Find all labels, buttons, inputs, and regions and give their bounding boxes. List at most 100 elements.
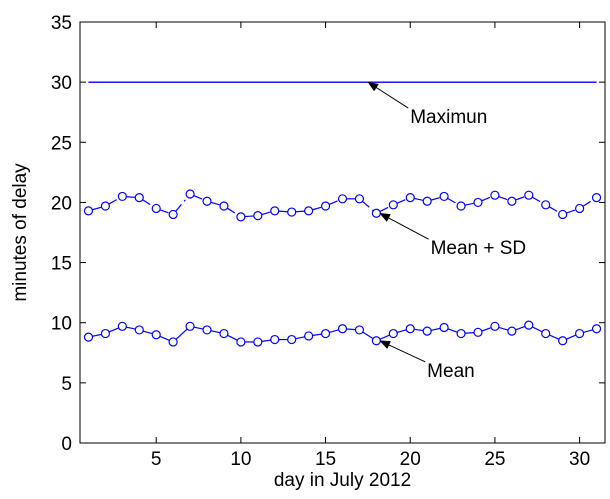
series-line-segment: [210, 201, 221, 206]
series-line-segment: [396, 329, 407, 334]
data-point: [236, 337, 246, 347]
series-line-segment: [515, 325, 526, 331]
data-point: [558, 209, 568, 220]
series-line-segment: [532, 326, 543, 333]
series-line-segment: [481, 196, 492, 202]
data-point: [253, 211, 263, 221]
data-point: [236, 212, 246, 222]
annotation-label: Mean: [427, 361, 475, 382]
series-line-segment: [566, 209, 577, 214]
data-point: [456, 328, 466, 339]
data-point: [405, 324, 415, 334]
series-line-segment: [396, 198, 407, 204]
data-point: [83, 332, 94, 342]
annotation-arrow-head: [379, 340, 391, 350]
series-line-segment: [312, 333, 322, 336]
series-line-segment: [159, 209, 170, 214]
data-point: [541, 328, 551, 339]
series-line-segment: [582, 199, 594, 207]
series-line-segment: [430, 327, 441, 331]
y-tick-label: 30: [51, 73, 72, 94]
y-tick-label: 35: [51, 13, 72, 34]
data-point: [168, 209, 178, 220]
annotation-mean-plus-sd: Mean + SD: [379, 212, 526, 259]
series-line-segment: [261, 211, 272, 216]
series-line-segment: [583, 329, 593, 334]
x-tick-label: 5: [151, 449, 162, 470]
series-line-segment: [481, 327, 492, 332]
data-point: [439, 191, 449, 202]
series-line-segment: [193, 326, 204, 330]
x-tick-label: 15: [315, 449, 336, 470]
series-line-segment: [142, 199, 154, 207]
x-tick-label: 30: [569, 449, 590, 470]
series-line-segment: [329, 329, 339, 334]
series-line-segment: [227, 334, 238, 341]
data-point: [83, 206, 94, 216]
data-point: [337, 194, 348, 204]
annotation-arrow-shaft: [388, 217, 429, 240]
data-point: [100, 201, 111, 211]
data-point: [558, 336, 568, 346]
series-line-segment: [295, 336, 305, 340]
series-line-segment: [92, 333, 102, 337]
series-line-segment: [566, 334, 577, 340]
data-point: [405, 193, 415, 203]
series-line-segment: [464, 332, 475, 334]
data-point: [134, 193, 144, 203]
annotation-label: Maximun: [410, 107, 487, 128]
annotation-maximum: Maximun: [367, 81, 487, 128]
data-point: [422, 326, 432, 336]
data-point: [202, 325, 212, 335]
data-point: [439, 322, 449, 333]
y-tick-label: 20: [51, 193, 72, 214]
data-point: [168, 337, 178, 347]
series-line-segment: [362, 200, 374, 212]
data-point: [287, 207, 297, 217]
y-tick-label: 10: [51, 314, 72, 335]
data-point: [270, 206, 280, 216]
data-point: [304, 331, 314, 341]
data-point: [473, 327, 483, 337]
series-line-segment: [142, 330, 153, 335]
series-line-segment: [447, 328, 458, 333]
series-line-segment: [430, 196, 441, 201]
y-tick-label: 25: [51, 133, 72, 154]
series-line-segment: [549, 334, 560, 340]
data-point: [490, 321, 500, 331]
series-line-segment: [278, 210, 288, 213]
series-line-segment: [464, 202, 475, 206]
plot-frame: [79, 21, 606, 444]
series-line-segment: [108, 197, 120, 205]
data-point: [524, 190, 534, 200]
series-line-segment: [447, 197, 458, 205]
series-line-segment: [414, 328, 424, 332]
data-point: [202, 196, 212, 206]
data-point: [320, 328, 331, 339]
series-line-segment: [159, 335, 170, 341]
data-point: [507, 196, 517, 206]
axis-layer: 0 5 10 15 20 25 30 35 5 10 15 20 25 30: [51, 13, 605, 470]
data-point: [151, 203, 161, 214]
data-point: [354, 194, 365, 204]
data-point: [541, 200, 551, 210]
data-point: [151, 330, 161, 340]
y-tick-label: 0: [61, 434, 72, 455]
series-line-segment: [312, 206, 322, 211]
data-point: [287, 334, 297, 345]
x-tick-label: 20: [400, 449, 421, 470]
x-tick-label: 25: [484, 449, 505, 470]
annotation-arrow-head: [379, 212, 391, 222]
data-point: [524, 320, 534, 330]
data-point: [591, 324, 602, 334]
data-point: [388, 200, 398, 210]
data-point: [507, 326, 517, 336]
series-line-segment: [548, 206, 560, 214]
series-line-segment: [210, 330, 221, 334]
series-line-segment: [92, 206, 102, 211]
data-point: [320, 201, 331, 211]
series-line-segment: [346, 328, 356, 331]
data-point: [337, 324, 348, 334]
